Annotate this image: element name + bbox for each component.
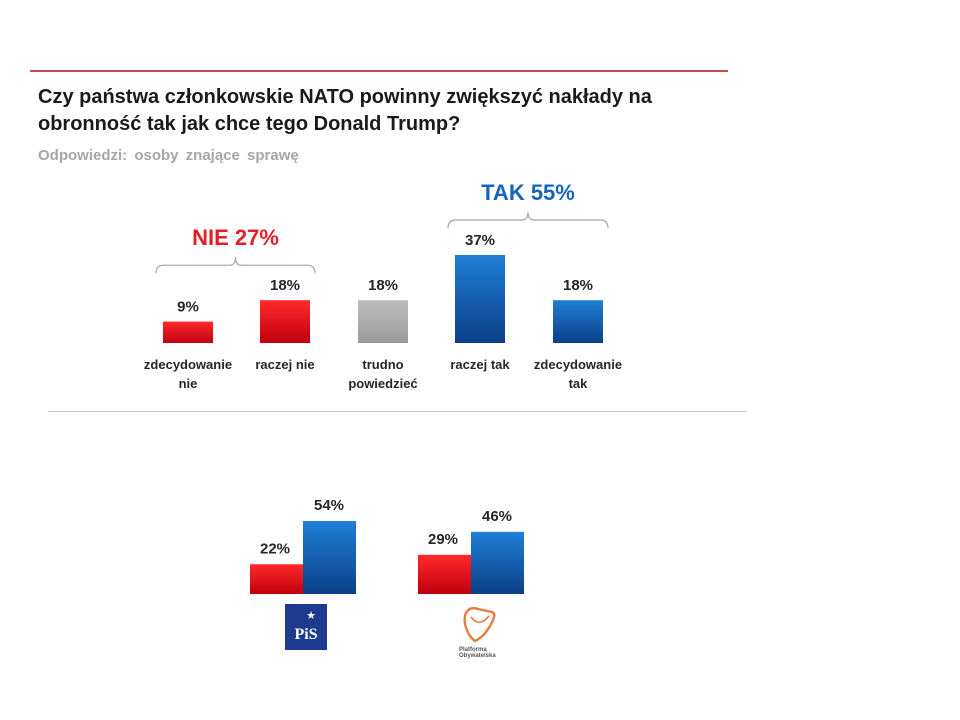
section-divider (48, 411, 746, 412)
group-label: NIE 27% (192, 225, 279, 250)
party-bar-value-label: 22% (260, 540, 290, 557)
party-bar-value-label: 54% (314, 497, 344, 514)
po-logo-text: Platforma (459, 647, 487, 653)
party-bar-0-0 (250, 564, 303, 594)
bar-2 (358, 300, 408, 343)
category-label: trudno (362, 357, 403, 372)
party-bar-value-label: 29% (428, 531, 458, 548)
party-bar-1-1 (471, 531, 524, 594)
bar-4 (553, 300, 603, 343)
chart-title: Czy państwa członkowskie NATO powinny zw… (38, 86, 652, 135)
po-logo (463, 606, 496, 643)
category-label: raczej tak (450, 357, 510, 372)
title-rule (30, 70, 728, 72)
category-label: zdecydowanie (534, 357, 622, 372)
po-logo-mark (470, 615, 490, 624)
bar-1 (260, 300, 310, 343)
category-label: nie (179, 376, 198, 391)
bar-value-label: 18% (270, 277, 300, 294)
bar-3 (455, 255, 505, 343)
category-label: tak (569, 376, 589, 391)
bar-value-label: 18% (368, 277, 398, 294)
party-bar-1-0 (418, 554, 471, 594)
bar-0 (163, 321, 213, 343)
chart-subtitle: Odpowiedzi: osoby znające sprawę (38, 147, 299, 164)
po-logo-text: Obywatelska (459, 653, 496, 659)
bar-value-label: 9% (177, 299, 199, 316)
group-label: TAK 55% (481, 180, 575, 205)
category-label: raczej nie (255, 357, 314, 372)
category-label: powiedzieć (348, 376, 417, 391)
bar-value-label: 18% (563, 277, 593, 294)
party-bar-value-label: 46% (482, 508, 512, 525)
pis-logo (285, 604, 327, 650)
bar-value-label: 37% (465, 232, 495, 249)
group-bracket (155, 257, 316, 274)
category-label: zdecydowanie (144, 357, 232, 372)
pis-logo-text: PiS (294, 626, 317, 643)
party-bar-0-1 (303, 521, 356, 594)
pis-logo-star: ★ (306, 609, 316, 622)
group-bracket (447, 211, 609, 229)
